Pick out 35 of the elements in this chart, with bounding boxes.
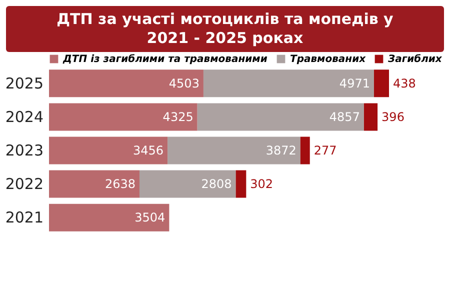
bar — [236, 170, 246, 198]
data-label: 4325 — [162, 110, 194, 124]
data-label: 438 — [393, 76, 416, 90]
legend-label: Травмованих — [290, 54, 366, 65]
bar — [139, 170, 236, 198]
bar — [203, 70, 374, 98]
data-label: 396 — [382, 110, 404, 124]
data-label: 302 — [250, 177, 274, 192]
y-tick-label: 2021 — [5, 208, 44, 227]
data-label: 2808 — [201, 177, 232, 192]
data-label: 4503 — [168, 76, 200, 90]
bar — [49, 70, 204, 98]
y-tick-label: 2025 — [5, 74, 44, 92]
bar — [49, 204, 170, 232]
bar — [49, 103, 198, 131]
data-label: 3872 — [266, 144, 296, 158]
bar — [49, 136, 168, 164]
y-tick-label: 2024 — [5, 108, 44, 126]
bar — [364, 103, 378, 131]
data-label: 3504 — [134, 210, 166, 225]
bar — [300, 136, 310, 164]
legend-label: ДТП із загиблими та травмованими — [62, 54, 268, 65]
bar — [49, 170, 140, 198]
chart-title: ДТП за участі мотоциклів та мопедів у 2021 - 2025 роках — [6, 6, 444, 52]
data-label: 3456 — [133, 144, 164, 158]
y-tick-label: 2022 — [5, 175, 44, 194]
data-label: 277 — [314, 144, 337, 158]
legend-label: Загиблих — [388, 54, 442, 65]
y-tick-label: 2023 — [5, 142, 44, 160]
bar — [197, 103, 364, 131]
data-label: 4857 — [329, 110, 360, 124]
bar — [168, 136, 300, 164]
data-label: 2638 — [104, 177, 136, 192]
data-label: 4971 — [339, 76, 370, 90]
bar — [374, 70, 389, 98]
